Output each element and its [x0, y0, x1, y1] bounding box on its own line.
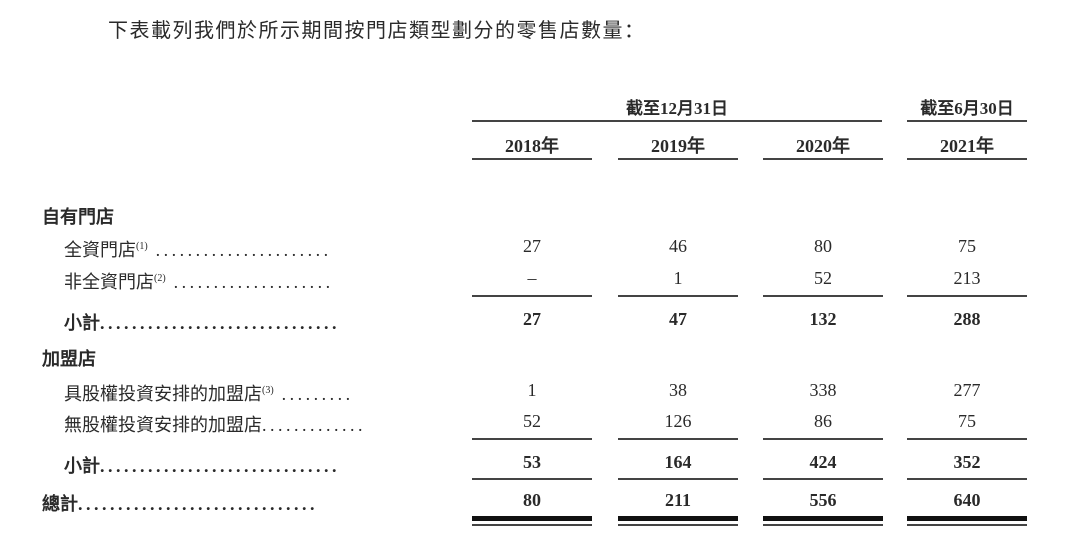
header-rule: [472, 120, 882, 122]
cell-value: 277: [953, 380, 981, 400]
leader-dots: ....................: [165, 272, 334, 292]
total-double-rule: [763, 524, 883, 526]
year-rule: [472, 158, 592, 160]
cell-value: 80: [523, 490, 541, 510]
header-group-jun30: 截至6月30日: [920, 99, 1014, 118]
footnote-ref: (3): [262, 385, 274, 396]
sum-rule: [618, 478, 738, 480]
cell-value: 27: [523, 236, 541, 256]
sum-rule: [763, 478, 883, 480]
cell-value: 1: [527, 380, 537, 400]
row-label: 非全資門店(2) ....................: [64, 272, 334, 292]
row-label: 小計..............................: [64, 456, 340, 476]
sum-rule: [907, 478, 1027, 480]
cell-value: 27: [523, 309, 541, 329]
year-header: 2021年: [940, 136, 994, 156]
footnote-ref: (1): [136, 241, 148, 252]
row-label: 具股權投資安排的加盟店(3) .........: [64, 384, 354, 404]
sum-rule: [472, 478, 592, 480]
row-label: 自有門店: [42, 207, 114, 227]
leader-dots: ..............................: [100, 313, 340, 333]
cell-value: 52: [814, 268, 832, 288]
leader-dots: ......................: [147, 240, 332, 260]
cell-value: 164: [664, 452, 692, 472]
total-double-rule: [618, 516, 738, 521]
sum-rule: [763, 295, 883, 297]
cell-value: 424: [809, 452, 837, 472]
row-label: 總計..............................: [42, 494, 318, 514]
footnote-ref: (2): [154, 273, 166, 284]
cell-value: 556: [809, 490, 837, 510]
year-header: 2018年: [505, 136, 559, 156]
total-double-rule: [907, 516, 1027, 521]
year-header: 2019年: [651, 136, 705, 156]
total-double-rule: [907, 524, 1027, 526]
cell-value: 1: [673, 268, 683, 288]
cell-value: 352: [953, 452, 981, 472]
sum-rule: [618, 295, 738, 297]
cell-value: 75: [958, 411, 976, 431]
year-header: 2020年: [796, 136, 850, 156]
leader-dots: ..............................: [78, 494, 318, 514]
leader-dots: ..............................: [100, 456, 340, 476]
cell-value: 86: [814, 411, 832, 431]
sum-rule: [618, 438, 738, 440]
cell-value: –: [527, 268, 537, 288]
cell-value: 126: [664, 411, 692, 431]
year-rule: [618, 158, 738, 160]
row-label: 全資門店(1) ......................: [64, 240, 332, 260]
sum-rule: [907, 295, 1027, 297]
sum-rule: [907, 438, 1027, 440]
row-label: 無股權投資安排的加盟店.............: [64, 415, 366, 435]
cell-value: 640: [953, 490, 981, 510]
year-rule: [907, 158, 1027, 160]
cell-value: 211: [664, 490, 691, 510]
cell-value: 53: [523, 452, 541, 472]
cell-value: 80: [814, 236, 832, 256]
cell-value: 75: [958, 236, 976, 256]
cell-value: 46: [669, 236, 687, 256]
leader-dots: .............: [262, 415, 366, 435]
total-double-rule: [763, 516, 883, 521]
cell-value: 338: [809, 380, 837, 400]
cell-value: 288: [953, 309, 981, 329]
total-double-rule: [472, 516, 592, 521]
row-label: 小計..............................: [64, 313, 340, 333]
sum-rule: [763, 438, 883, 440]
cell-value: 52: [523, 411, 541, 431]
leader-dots: .........: [273, 384, 354, 404]
header-group-dec31: 截至12月31日: [626, 99, 728, 118]
row-label: 加盟店: [42, 349, 96, 369]
total-double-rule: [472, 524, 592, 526]
cell-value: 213: [953, 268, 981, 288]
cell-value: 38: [669, 380, 687, 400]
year-rule: [763, 158, 883, 160]
header-rule: [907, 120, 1027, 122]
sum-rule: [472, 295, 592, 297]
sum-rule: [472, 438, 592, 440]
cell-value: 47: [669, 309, 687, 329]
total-double-rule: [618, 524, 738, 526]
cell-value: 132: [809, 309, 837, 329]
intro-text: 下表載列我們於所示期間按門店類型劃分的零售店數量：: [108, 20, 646, 42]
